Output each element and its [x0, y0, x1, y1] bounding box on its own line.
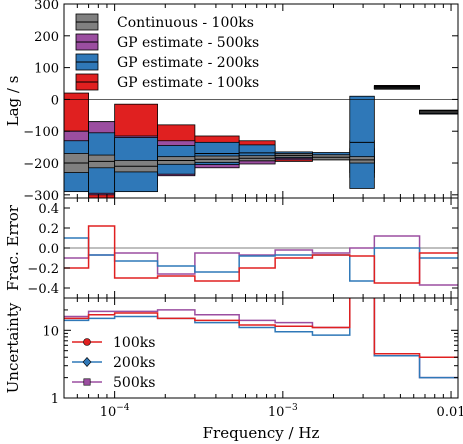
lag-ytick-label: 100: [34, 62, 59, 77]
frac-ytick-label: −0.4: [27, 282, 59, 297]
legend-label-2: GP estimate - 200ks: [117, 55, 259, 71]
unc-ytick-label: 1: [51, 392, 59, 407]
frac-marker-0-5: [0, 265, 4, 272]
unc-marker-2-6: [0, 319, 3, 325]
frac-marker-2-6: [0, 247, 3, 253]
uncertainty-panel: 1 10: [0, 297, 459, 407]
frac-marker-0-1: [0, 223, 4, 230]
unc-marker-2-2: [0, 308, 3, 314]
frac-ytick-label: 0.0: [38, 242, 59, 257]
unc-marker-2-1: [0, 308, 3, 314]
unc-marker-0-9: [0, 350, 4, 357]
unc-marker-0-4: [0, 317, 4, 324]
unc-marker-0-10: [0, 354, 4, 361]
frac-marker-0-4: [0, 278, 4, 285]
unc-ylabel: Uncertainty: [4, 302, 22, 393]
lag-ytick-label: −100: [23, 125, 59, 140]
lag-bands: [64, 85, 458, 198]
axis-labels: Lag / s Frac. Error Uncertainty 10−4 10−3 0.0…: [4, 4, 463, 442]
legend2-marker-1: [82, 357, 92, 367]
frac-error-panel: −0.4 −0.2 0.0 0.2 0.4: [0, 197, 459, 299]
frac-marker-0-6: [0, 255, 4, 262]
xtick-label: 10−3: [268, 403, 298, 420]
xtick-label: 10−4: [100, 403, 130, 420]
frac-series: [0, 223, 458, 288]
frac-ytick-label: −0.2: [27, 262, 59, 277]
lag-panel: −300 −200 −100 0 100 200 300: [23, 0, 459, 204]
unc-marker-0-7: [0, 324, 4, 331]
frac-marker-2-2: [0, 250, 3, 256]
unc-marker-2-9: [0, 353, 3, 359]
lag-ytick-label: −200: [23, 157, 59, 172]
legend2-label-0: 100ks: [113, 335, 155, 351]
frac-marker-0-9: [0, 280, 4, 287]
unc-marker-0-6: [0, 323, 4, 330]
lag-ytick-label: −300: [23, 189, 59, 204]
x-axis-label: Frequency / Hz: [203, 424, 320, 442]
unc-marker-0-0: [0, 315, 4, 322]
legend2-label-2: 500ks: [113, 375, 155, 391]
legend-label-0: Continuous - 100ks: [117, 15, 254, 31]
frac-marker-2-8: [0, 245, 3, 251]
frac-marker-2-4: [0, 250, 3, 256]
unc-marker-2-5: [0, 317, 3, 323]
uncertainty-legend: 100ks 200ks 500ks: [72, 335, 155, 391]
lag-ytick-label: 200: [34, 30, 59, 45]
legend2-label-1: 200ks: [113, 355, 155, 371]
legend-label-1: GP estimate - 500ks: [117, 35, 259, 51]
legend2-marker-2: [83, 378, 91, 386]
unc-step-0: [64, 298, 458, 358]
frac-marker-2-10: [0, 282, 3, 288]
frac-marker-0-3: [0, 273, 4, 280]
frac-ytick-label: 0.2: [38, 222, 59, 237]
frac-marker-2-0: [0, 255, 3, 261]
unc-ytick-label: 10: [42, 324, 59, 339]
unc-marker-2-0: [0, 313, 3, 319]
unc-frame: [63, 297, 459, 399]
unc-marker-0-1: [0, 311, 4, 318]
frac-marker-0-8: [0, 253, 4, 260]
frac-step-0: [64, 225, 458, 284]
lag-ytick-label: 0: [51, 93, 59, 108]
unc-marker-2-3: [0, 307, 3, 313]
lag-ylabel: Lag / s: [4, 76, 22, 127]
frac-ylabel: Frac. Error: [4, 204, 22, 291]
frac-marker-2-3: [0, 271, 3, 277]
unc-marker-0-5: [0, 321, 4, 328]
frac-step-1: [64, 237, 458, 282]
frac-marker-2-5: [0, 252, 3, 258]
unc-marker-2-10: [0, 374, 3, 380]
frac-marker-2-1: [0, 252, 3, 258]
unc-marker-0-2: [0, 310, 4, 317]
frac-marker-0-2: [0, 275, 4, 282]
xtick-label: 0.01: [437, 405, 463, 420]
legend-label-3: GP estimate - 100ks: [117, 75, 259, 91]
frac-ytick-label: 0.4: [38, 202, 59, 217]
frac-marker-0-10: [0, 250, 4, 257]
unc-marker-0-3: [0, 315, 4, 322]
unc-marker-2-4: [0, 311, 3, 317]
unc-series: [0, 298, 458, 380]
legend2-marker-0: [83, 338, 91, 346]
frac-marker-0-7: [0, 252, 4, 259]
lag-ytick-label: 300: [34, 0, 59, 13]
frac-marker-2-7: [0, 250, 3, 256]
frac-marker-2-9: [0, 233, 3, 239]
unc-marker-2-7: [0, 324, 3, 330]
lag-legend: Continuous - 100ks GP estimate - 500ks GP …: [75, 13, 259, 91]
